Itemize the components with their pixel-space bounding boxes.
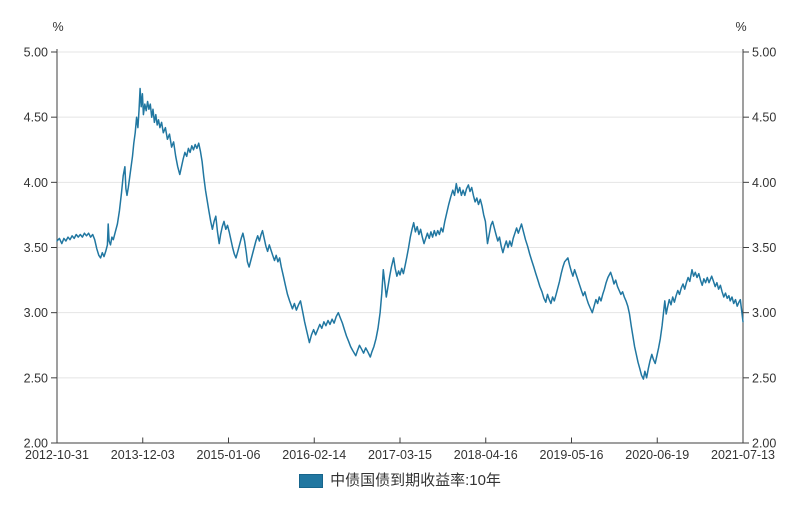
y-tick-label-left: 4.00 bbox=[24, 176, 48, 190]
y-tick-label-left: 2.00 bbox=[24, 437, 48, 451]
y-tick-label-left: 2.50 bbox=[24, 371, 48, 385]
y-axis-unit-right: % bbox=[735, 20, 747, 34]
x-tick-label: 2015-01-06 bbox=[197, 448, 261, 462]
y-tick-label-right: 2.00 bbox=[752, 437, 776, 451]
x-tick-label: 2013-12-03 bbox=[111, 448, 175, 462]
y-tick-label-left: 3.50 bbox=[24, 241, 48, 255]
plot-area: 2.00 2.00 2.50 2.50 3.00 3.00 3.50 3.50 4.00 4.00… bbox=[24, 46, 777, 463]
x-tick-label: 2020-06-19 bbox=[625, 448, 689, 462]
legend-label: 中债国债到期收益率:10年 bbox=[330, 472, 501, 489]
y-tick-label-right: 4.50 bbox=[752, 111, 776, 125]
y-tick-label-right: 4.00 bbox=[752, 176, 776, 190]
legend-swatch bbox=[299, 474, 324, 488]
y-tick-label-right: 5.00 bbox=[752, 46, 776, 60]
chart-legend: 中债国债到期收益率:10年 bbox=[0, 470, 800, 492]
x-tick-label: 2012-10-31 bbox=[25, 448, 89, 462]
x-tick-label: 2016-02-14 bbox=[282, 448, 346, 462]
y-tick-label-left: 5.00 bbox=[24, 46, 48, 60]
x-tick-label: 2019-05-16 bbox=[540, 448, 604, 462]
y-tick-label-right: 2.50 bbox=[752, 371, 776, 385]
y-tick-label-left: 4.50 bbox=[24, 111, 48, 125]
x-tick-label: 2017-03-15 bbox=[368, 448, 432, 462]
y-tick-label-left: 3.00 bbox=[24, 306, 48, 320]
x-tick-label: 2018-04-16 bbox=[454, 448, 518, 462]
x-tick-label: 2021-07-13 bbox=[711, 448, 775, 462]
yield-line-series bbox=[56, 87, 744, 380]
y-tick-label-right: 3.50 bbox=[752, 241, 776, 255]
y-tick-label-right: 3.00 bbox=[752, 306, 776, 320]
y-axis-unit-left: % bbox=[52, 20, 64, 34]
